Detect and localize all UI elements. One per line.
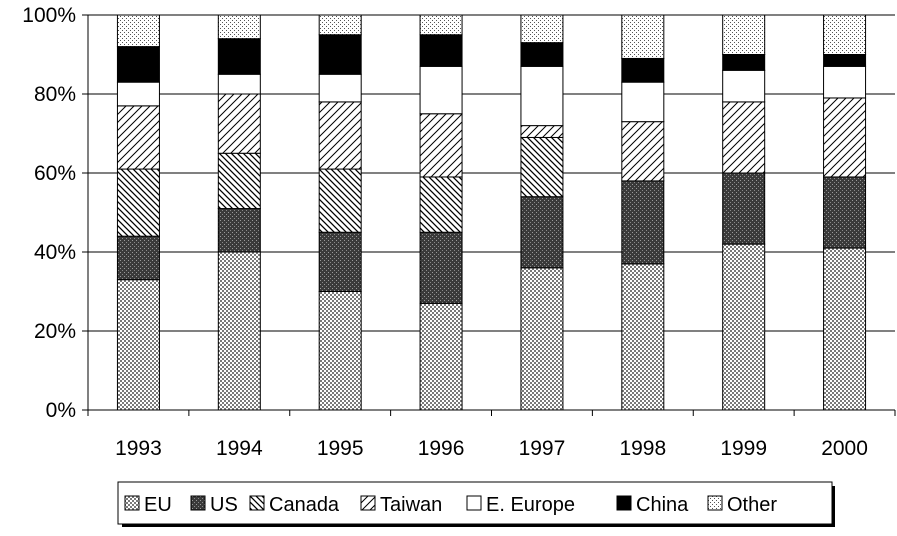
bar-segment-us-1994 (217, 208, 261, 253)
bar-segment-taiwan-1998 (621, 121, 665, 182)
bar-segment-canada-1995 (318, 168, 362, 233)
bar-segment-taiwan-2000 (823, 97, 867, 178)
bar-segment-us-1996 (419, 231, 463, 304)
bar-segment-canada-1993 (116, 168, 160, 237)
bar-segment-china-2000 (823, 54, 867, 67)
legend-swatch (249, 495, 265, 511)
bar-segment-us-1999 (722, 172, 766, 245)
bar-segment-other-1999 (722, 14, 766, 55)
legend-swatch (360, 495, 376, 511)
bar-segment-eu-1998 (621, 263, 665, 411)
bar-segment-china-1994 (217, 38, 261, 75)
y-tick-label: 100% (22, 4, 76, 27)
legend-label: Other (727, 494, 777, 516)
legend-swatch (616, 495, 632, 511)
x-tick-label: 1999 (720, 437, 767, 460)
bar-segment-canada-1997 (520, 136, 564, 198)
bar-segment-e-europe-1997 (520, 65, 564, 127)
legend-label: E. Europe (486, 494, 575, 516)
bar-segment-other-1998 (621, 14, 665, 59)
bar-segment-taiwan-1997 (520, 125, 564, 138)
legend-swatch (124, 495, 140, 511)
bar-segment-eu-1996 (419, 302, 463, 411)
legend-label: Canada (269, 494, 340, 516)
bar-segment-eu-1997 (520, 267, 564, 411)
legend: EU US Canada Taiwan E. Europe China Other (117, 481, 835, 527)
bar-segment-e-europe-1994 (217, 73, 261, 95)
bar-segment-e-europe-1993 (116, 81, 160, 107)
y-tick-label: 60% (34, 162, 76, 185)
legend-swatch (707, 495, 723, 511)
bar-segment-other-1993 (116, 14, 160, 48)
gridlines (88, 14, 895, 332)
bar-segment-eu-1995 (318, 291, 362, 411)
bar-segment-taiwan-1999 (722, 101, 766, 174)
y-tick-label: 40% (34, 241, 76, 264)
bar-segment-e-europe-2000 (823, 65, 867, 99)
legend-swatch (466, 495, 482, 511)
bar-segment-taiwan-1994 (217, 93, 261, 154)
x-tick-label: 1993 (115, 437, 162, 460)
bar-segment-other-2000 (823, 14, 867, 55)
bar-segment-canada-1996 (419, 176, 463, 233)
legend-swatch (190, 495, 206, 511)
bar-segment-e-europe-1996 (419, 65, 463, 115)
x-tick-label: 1998 (619, 437, 666, 460)
y-tick-label: 80% (34, 83, 76, 106)
x-tick-label: 1994 (216, 437, 263, 460)
bar-segment-china-1997 (520, 42, 564, 67)
bar-segment-china-1993 (116, 46, 160, 83)
y-tick-label: 20% (34, 320, 76, 343)
bar-segment-e-europe-1998 (621, 81, 665, 123)
bar-segment-eu-1993 (116, 279, 160, 411)
bar-segment-us-1995 (318, 231, 362, 292)
bar-segment-china-1998 (621, 57, 665, 83)
bar-segment-eu-1999 (722, 243, 766, 411)
bar-segment-e-europe-1999 (722, 69, 766, 103)
bar-segment-taiwan-1996 (419, 113, 463, 178)
bar-segment-other-1996 (419, 14, 463, 36)
bar-segment-canada-1994 (217, 152, 261, 210)
bar-segment-us-1993 (116, 235, 160, 281)
bars (116, 14, 867, 411)
bar-segment-china-1995 (318, 34, 362, 75)
x-tick-label: 2000 (821, 437, 868, 460)
bar-segment-taiwan-1995 (318, 101, 362, 170)
bar-segment-other-1995 (318, 14, 362, 36)
bar-segment-us-1997 (520, 196, 564, 269)
x-tick-label: 1995 (317, 437, 364, 460)
bar-segment-taiwan-1993 (116, 105, 160, 170)
legend-label: US (210, 494, 238, 516)
bar-segment-china-1996 (419, 34, 463, 67)
bar-segment-eu-2000 (823, 247, 867, 411)
bar-segment-other-1994 (217, 14, 261, 40)
bar-segment-china-1999 (722, 54, 766, 71)
x-tick-label: 1996 (418, 437, 465, 460)
bar-segment-eu-1994 (217, 251, 261, 411)
legend-label: EU (144, 494, 172, 516)
bar-segment-other-1997 (520, 14, 564, 44)
bar-segment-us-1998 (621, 180, 665, 265)
legend-shadow (832, 486, 835, 527)
legend-label: China (636, 494, 689, 516)
x-tick-label: 1997 (519, 437, 566, 460)
bar-segment-e-europe-1995 (318, 73, 362, 103)
y-tick-label: 0% (46, 399, 76, 422)
bar-segment-us-2000 (823, 176, 867, 249)
legend-shadow (122, 524, 835, 527)
legend-label: Taiwan (380, 494, 442, 516)
